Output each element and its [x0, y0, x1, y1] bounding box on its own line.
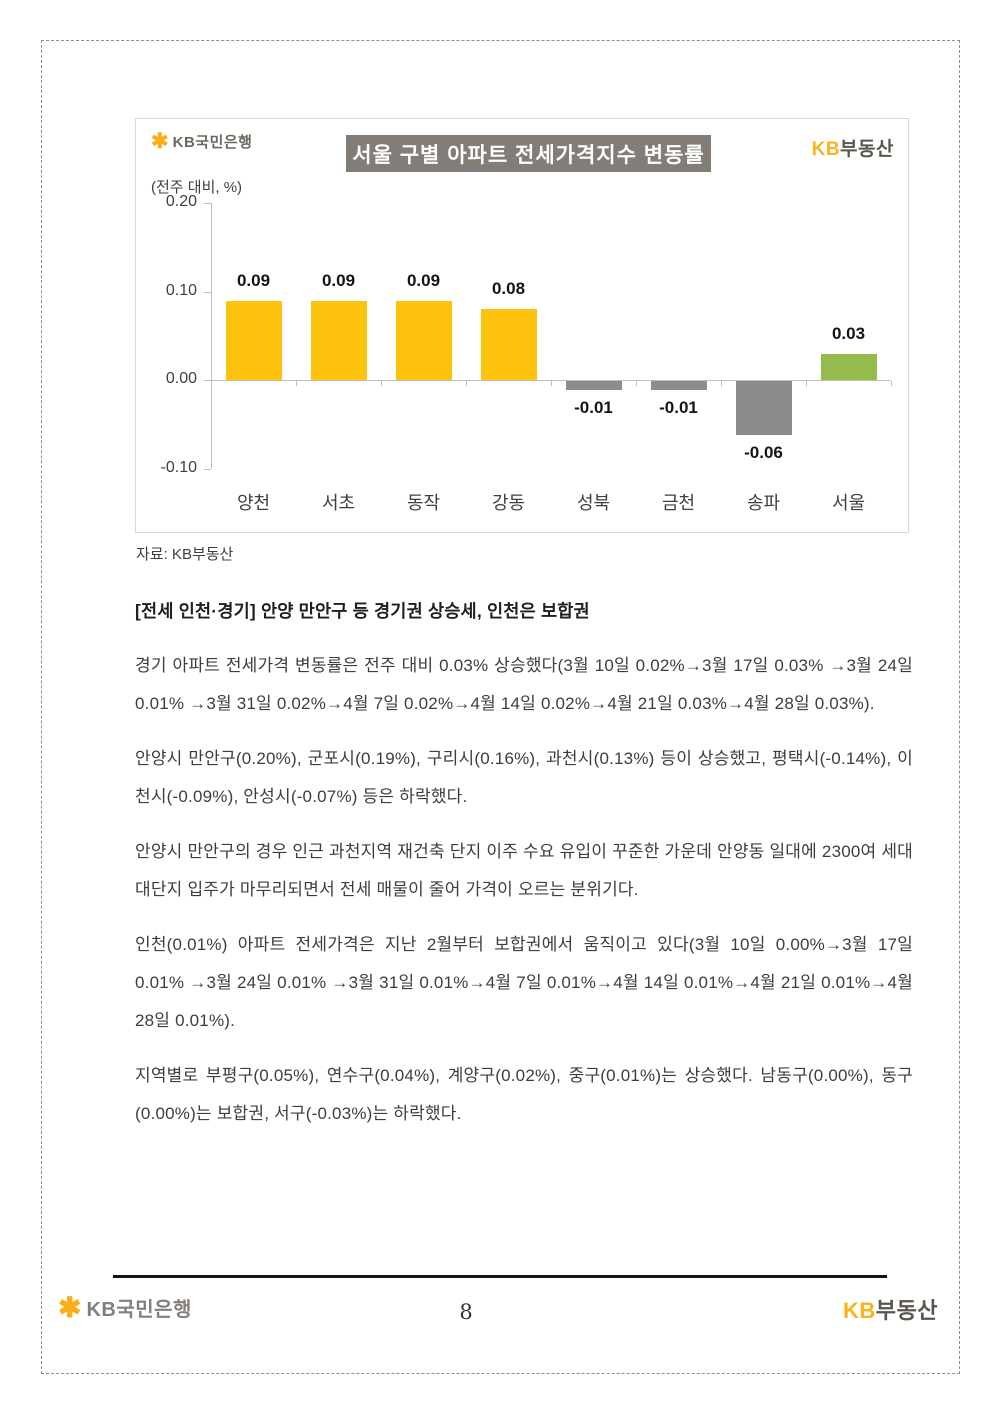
paragraph-incheon-rate: 인천(0.01%) 아파트 전세가격은 지난 2월부터 보합권에서 움직이고 있…: [135, 935, 913, 1030]
x-axis-tick: [211, 381, 212, 387]
footer-kb-kookmin-logo: ✱ KB국민은행: [58, 1293, 192, 1322]
kb-kookmin-logo-text: KB국민은행: [172, 134, 253, 151]
y-axis-tick-label: -0.10: [160, 459, 197, 476]
plot-area: 0.20 0.10 0.00 -0.10 0.09 양천 0.09 서초 0.09 동작 0.08 강…: [161, 193, 892, 513]
kb-star-icon: ✱: [151, 130, 169, 153]
chart-source-label: 자료: KB부동산: [136, 546, 234, 563]
y-axis-tick: [204, 291, 211, 293]
paragraph-manangu-detail: 안양시 만안구의 경우 인근 과천지역 재건축 단지 이주 수요 유입이 꾸준한…: [135, 842, 913, 899]
y-axis-line: [211, 203, 212, 469]
x-axis-tick: [636, 381, 637, 387]
bar-금천: [650, 381, 707, 391]
chart-title: 서울 구별 아파트 전세가격지수 변동률: [346, 135, 711, 172]
category-label: 서울: [831, 493, 866, 513]
page-number: 8: [459, 1300, 473, 1324]
category-label: 금천: [661, 493, 696, 513]
footer-kb-realty-logo: KB부동산: [843, 1293, 938, 1325]
y-axis-tick: [204, 469, 211, 470]
x-axis-tick: [721, 381, 722, 387]
bar-서초: [310, 300, 367, 381]
x-axis-tick: [891, 381, 892, 387]
footer-kb-kookmin-text: KB국민은행: [86, 1299, 192, 1321]
kb-star-icon: ✱: [58, 1291, 82, 1323]
bar-동작: [395, 300, 452, 381]
y-axis-tick: [204, 380, 211, 382]
footer-divider: [113, 1275, 887, 1278]
footer-kb-realty-kb: KB: [842, 1298, 876, 1323]
category-label: 서초: [321, 493, 356, 513]
kb-realty-logo-kb: KB: [811, 139, 841, 160]
paragraph-incheon-districts: 지역별로 부평구(0.05%), 연수구(0.04%), 계양구(0.02%),…: [135, 1066, 913, 1123]
x-axis-tick: [551, 381, 552, 387]
y-axis-tick-label: 0.10: [165, 281, 197, 299]
bar-송파: [735, 381, 792, 435]
kb-realty-logo: KB부동산: [812, 134, 894, 161]
y-axis-tick: [204, 203, 211, 204]
category-label: 강동: [491, 493, 526, 513]
bar-value-label: -0.01: [659, 398, 698, 418]
bar-양천: [225, 300, 282, 381]
x-axis-tick: [466, 381, 467, 387]
footer-kb-realty-text: 부동산: [875, 1298, 938, 1323]
y-axis-unit-label: (전주 대비, %): [151, 179, 243, 196]
bar-성북: [565, 381, 622, 391]
bar-value-label: 0.08: [491, 279, 526, 299]
paragraph-gyeonggi-cities: 안양시 만안구(0.20%), 군포시(0.19%), 구리시(0.16%), …: [135, 749, 913, 806]
kb-realty-logo-text: 부동산: [840, 139, 894, 160]
category-label: 송파: [746, 493, 781, 513]
category-label: 동작: [406, 493, 441, 513]
bar-value-label: -0.01: [574, 398, 613, 418]
x-axis-line: [211, 380, 891, 382]
chart-card: ✱ KB국민은행 서울 구별 아파트 전세가격지수 변동률 KB부동산 (전주 …: [135, 118, 909, 533]
x-axis-tick: [381, 381, 382, 387]
bar-서울: [820, 353, 877, 381]
category-label: 양천: [236, 493, 271, 513]
y-axis-tick-label: 0.20: [165, 193, 197, 210]
y-axis-tick-label: 0.00: [165, 370, 197, 388]
bar-value-label: 0.09: [406, 270, 441, 290]
bar-value-label: 0.03: [831, 323, 866, 343]
section-heading: [전세 인천·경기] 안양 만안구 등 경기권 상승세, 인천은 보합권: [135, 601, 590, 621]
kb-kookmin-logo: ✱ KB국민은행: [151, 131, 252, 152]
bar-강동: [480, 309, 537, 381]
bar-value-label: 0.09: [236, 270, 271, 290]
category-label: 성북: [576, 493, 611, 513]
article-body: [전세 인천·경기] 안양 만안구 등 경기권 상승세, 인천은 보합권 경기 …: [135, 598, 913, 1150]
bar-value-label: 0.09: [321, 270, 356, 290]
bar-value-label: -0.06: [744, 442, 783, 462]
paragraph-gyeonggi-rate: 경기 아파트 전세가격 변동률은 전주 대비 0.03% 상승했다(3월 10일…: [135, 656, 913, 713]
x-axis-tick: [296, 381, 297, 387]
x-axis-tick: [806, 381, 807, 387]
